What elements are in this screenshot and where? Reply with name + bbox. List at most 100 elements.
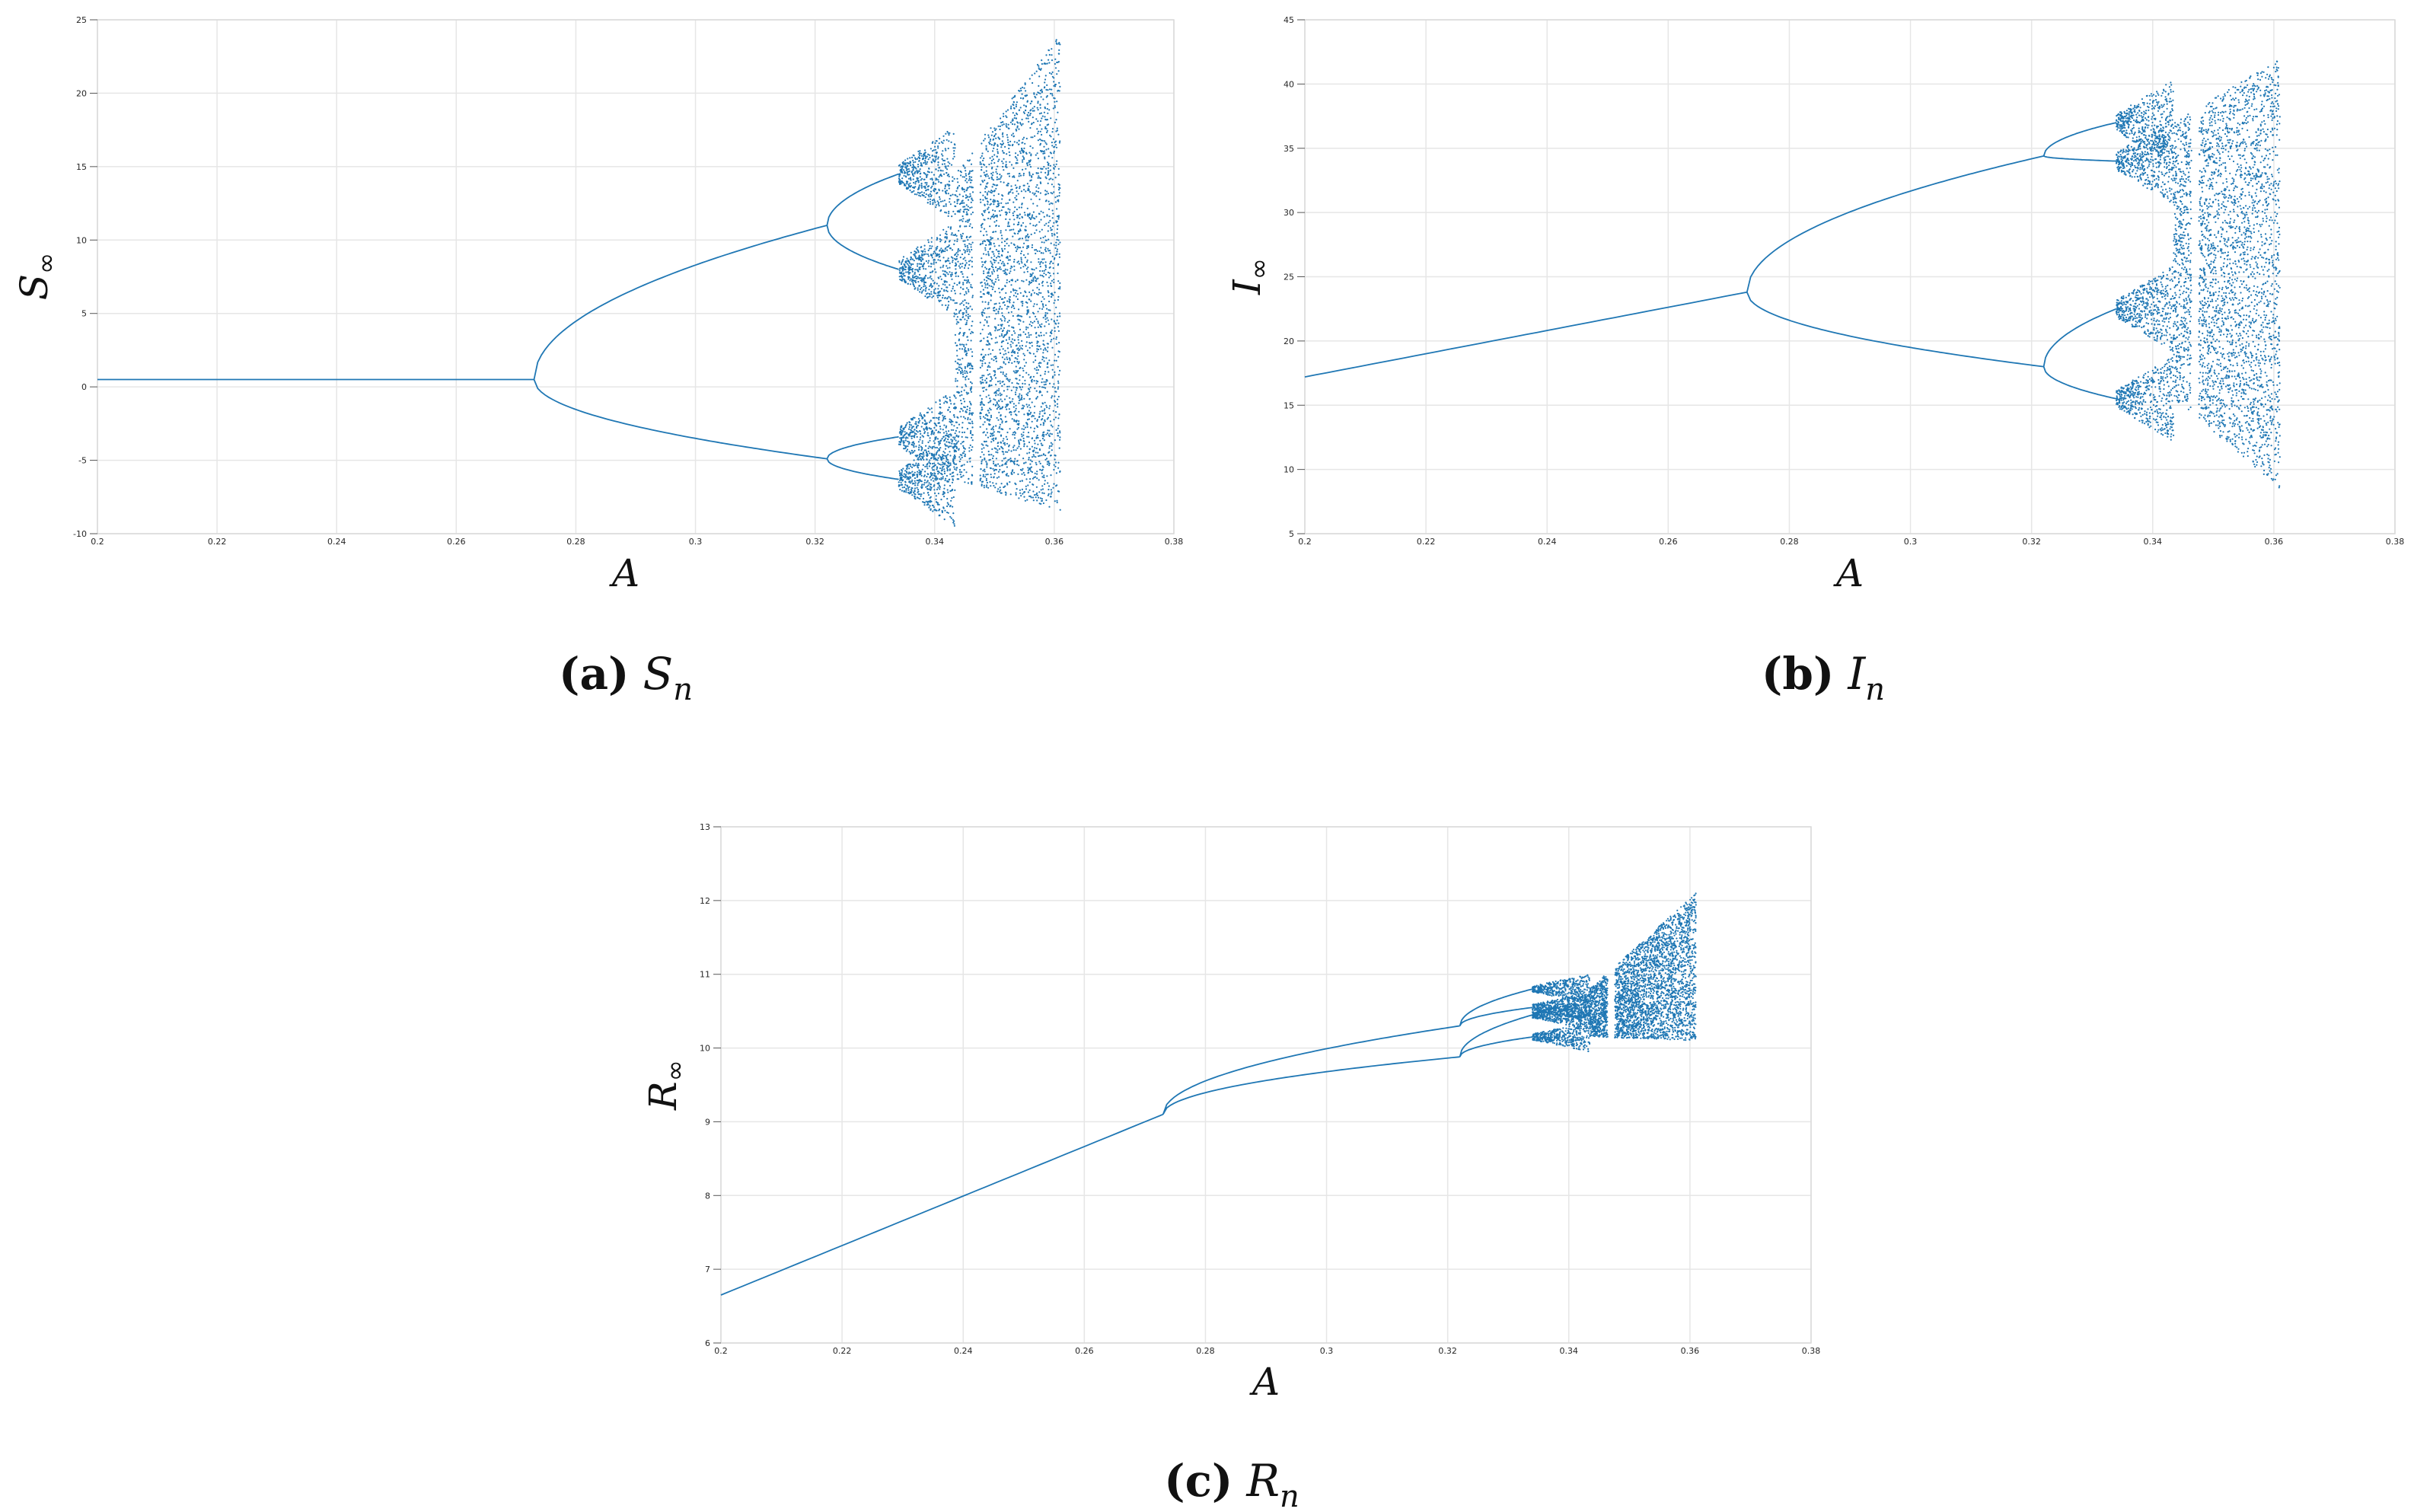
panel-a-chaos-point — [969, 251, 971, 253]
panel-a-chaos-point — [989, 407, 990, 409]
panel-a-chaos-point — [964, 400, 965, 402]
panel-a-chaos-point — [928, 289, 930, 290]
panel-a-chaos-point — [1013, 224, 1015, 225]
panel-a-chaos-point — [987, 402, 989, 404]
panel-a-chaos-point — [947, 174, 949, 176]
panel-a-chaos-point — [998, 388, 1000, 390]
panel-a-chaos-point — [944, 274, 946, 276]
panel-a-chaos-point — [909, 426, 910, 428]
panel-a-chaos-point — [1059, 254, 1060, 255]
panel-a-chaos-point — [1054, 85, 1056, 87]
panel-a-chaos-point — [1057, 196, 1058, 197]
panel-a-chaos-point — [983, 140, 984, 142]
panel-a-chaos-point — [970, 244, 971, 245]
panel-a-chaos-point — [990, 454, 992, 455]
panel-a-chaos-point — [971, 296, 973, 298]
panel-a-xtick-label-5: 0.3 — [689, 537, 703, 547]
panel-a-chaos-point — [919, 445, 920, 446]
panel-a-chaos-point — [1047, 174, 1048, 176]
panel-a-chaos-point — [942, 295, 944, 296]
panel-a-chaos-point — [945, 260, 946, 262]
panel-a-chaos-point — [923, 172, 925, 174]
panel-a-chaos-point — [1022, 428, 1023, 429]
panel-a-chaos-point — [1005, 451, 1006, 453]
panel-a-chaos-point — [902, 259, 904, 260]
panel-a-chaos-point — [949, 407, 950, 408]
panel-a-chaos-point — [927, 480, 929, 482]
panel-a-chaos-point — [1038, 322, 1039, 324]
panel-a-chaos-point — [1011, 390, 1012, 391]
panel-a-chaos-point — [939, 167, 940, 168]
panel-a-chaos-point — [1059, 140, 1060, 142]
panel-a-chaos-point — [983, 476, 984, 477]
panel-a-chaos-point — [1016, 295, 1017, 297]
panel-a-chaos-point — [1040, 143, 1041, 145]
panel-a-chaos-point — [1020, 267, 1022, 269]
panel-a-chaos-point — [987, 474, 989, 475]
panel-a-chaos-point — [924, 149, 926, 151]
panel-a-chaos-point — [1023, 405, 1025, 407]
panel-a-chaos-point — [1036, 287, 1038, 289]
panel-a-chaos-point — [992, 468, 993, 470]
panel-a-chaos-point — [995, 439, 997, 440]
panel-a-chaos-point — [1019, 397, 1020, 399]
panel-a-chaos-point — [945, 271, 946, 273]
panel-a-chaos-point — [926, 482, 927, 483]
panel-a-chaos-point — [997, 368, 999, 369]
panel-a-chaos-point — [1047, 62, 1048, 64]
panel-a-chaos-point — [988, 451, 990, 452]
panel-a-chaos-point — [1028, 432, 1029, 433]
panel-a-chaos-point — [933, 190, 935, 191]
panel-a-chaos-point — [1036, 318, 1038, 320]
panel-a-chaos-point — [944, 188, 946, 190]
panel-a-chaos-point — [1035, 118, 1037, 120]
panel-a-chaos-point — [1032, 490, 1034, 492]
panel-a-chaos-point — [955, 263, 957, 265]
panel-a-chaos-point — [1029, 407, 1031, 408]
panel-a-chaos-point — [990, 441, 992, 442]
panel-a-chaos-point — [930, 509, 932, 510]
panel-a-chaos-point — [954, 144, 955, 145]
panel-a-chaos-point — [993, 158, 994, 160]
panel-a-chaos-point — [914, 477, 916, 479]
panel-a-chaos-point — [1028, 152, 1030, 154]
panel-a-chaos-point — [993, 127, 995, 129]
panel-a-chaos-point — [1048, 292, 1049, 293]
panel-a-chaos-point — [927, 199, 929, 200]
panel-a-chaos-point — [968, 314, 969, 315]
panel-a-chaos-point — [1046, 191, 1048, 193]
panel-a-chaos-point — [981, 296, 982, 298]
panel-a-chaos-point — [992, 150, 993, 152]
panel-a-chaos-point — [932, 142, 933, 144]
panel-a-chaos-point — [1057, 386, 1059, 388]
panel-a-chaos-point — [1019, 91, 1020, 92]
panel-a-chaos-point — [966, 371, 968, 372]
panel-a-chaos-point — [999, 469, 1000, 471]
panel-a-chaos-point — [1035, 462, 1037, 464]
panel-a-chaos-point — [1044, 325, 1045, 327]
panel-a-chaos-point — [922, 442, 923, 444]
panel-a-chaos-point — [1051, 292, 1053, 294]
panel-a-chaos-point — [1012, 132, 1014, 134]
panel-a-chaos-point — [930, 458, 932, 459]
panel-a-chaos-point — [907, 171, 909, 173]
panel-a-chaos-point — [983, 158, 984, 159]
panel-a-chaos-point — [1008, 128, 1009, 129]
panel-a-chaos-point — [1030, 334, 1032, 336]
panel-a-chaos-point — [1051, 131, 1053, 132]
panel-a-chaos-point — [942, 419, 943, 421]
panel-a-chaos-point — [1045, 265, 1047, 266]
panel-a-chaos-point — [988, 333, 990, 335]
panel-a-chaos-point — [908, 471, 910, 473]
panel-a-chaos-point — [932, 285, 933, 287]
panel-a-chaos-point — [1029, 347, 1031, 349]
panel-a-chaos-point — [948, 148, 949, 149]
panel-a-chaos-point — [916, 426, 917, 427]
panel-a-chaos-point — [986, 378, 987, 379]
panel-a-chaos-point — [946, 506, 948, 507]
panel-a-chaos-point — [957, 474, 958, 475]
panel-a-chaos-point — [1017, 279, 1019, 281]
panel-a-chaos-point — [1028, 160, 1030, 161]
panel-a-chaos-point — [997, 451, 998, 453]
panel-a-chaos-point — [930, 437, 931, 439]
